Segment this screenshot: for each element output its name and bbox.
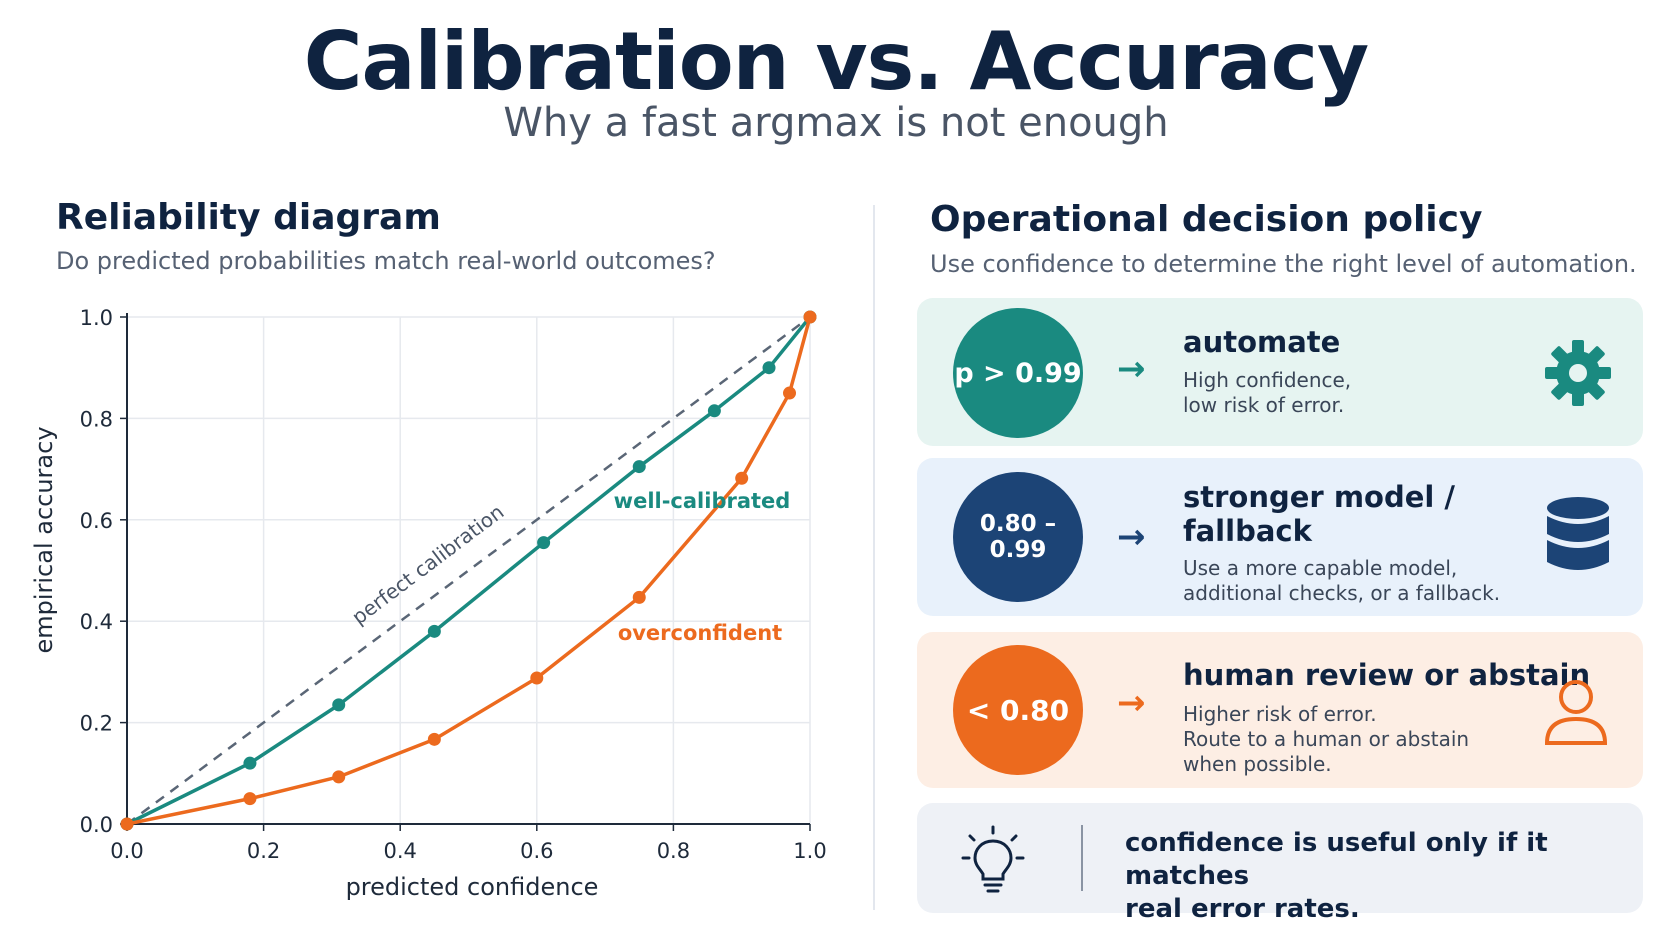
data-point [427,624,441,638]
threshold-badge: 0.80 – 0.99 [953,472,1083,602]
policy-card-human-review: < 0.80 → human review or abstain Higher … [917,632,1643,788]
x-tick-label: 0.8 [657,839,690,863]
card-title: stronger model / fallback [1183,480,1456,548]
card-title: human review or abstain [1183,658,1591,692]
left-panel-heading: Reliability diagram [56,197,441,238]
left-panel-subheading: Do predicted probabilities match real-wo… [56,247,716,275]
database-icon [1547,497,1609,570]
x-tick-label: 0.6 [520,839,553,863]
panel-divider [873,205,875,910]
x-tick-label: 0.4 [383,839,416,863]
arrow-icon: → [1117,517,1146,557]
data-point [332,698,346,712]
data-point [427,732,441,746]
data-point [762,361,776,375]
reliability-chart: 0.0 0.2 0.4 0.6 0.8 1.0 0.0 0.2 0.4 0.6 0.8 1.0 pre… [30,306,827,901]
x-tick-label: 0.2 [247,839,280,863]
note-divider [1081,825,1083,891]
data-point [632,460,646,474]
data-point [243,792,257,806]
chart-grid [127,316,811,824]
x-tick-label: 0.0 [110,839,143,863]
threshold-badge: < 0.80 [953,645,1083,775]
data-point [632,590,646,604]
y-tick-label: 0.0 [80,813,113,837]
x-axis-title: predicted confidence [346,873,599,901]
data-point [530,671,544,685]
card-description: High confidence, low risk of error. [1183,368,1352,417]
series-label-well-calibrated: well-calibrated [614,489,791,513]
policy-card-fallback: 0.80 – 0.99 → stronger model / fallback … [917,458,1643,616]
card-title: automate [1183,325,1341,359]
gear-icon [1545,340,1611,406]
right-panel-subheading: Use confidence to determine the right le… [930,250,1637,278]
arrow-icon: → [1117,349,1146,389]
page-subtitle: Why a fast argmax is not enough [503,100,1169,146]
series-label-overconfident: overconfident [618,621,782,645]
y-tick-label: 0.2 [80,712,113,736]
card-description: Higher risk of error. Route to a human o… [1183,702,1470,776]
data-point [243,756,257,770]
page-title: Calibration vs. Accuracy [303,15,1369,108]
chart-series [120,310,817,831]
note-card: confidence is useful only if it matches … [917,803,1643,924]
data-point [707,404,721,418]
lightbulb-icon [961,825,1025,893]
y-tick-label: 0.8 [80,407,113,431]
data-point [735,471,749,485]
chart-ticks: 0.0 0.2 0.4 0.6 0.8 1.0 0.0 0.2 0.4 0.6 0.8 1.0 [80,306,827,863]
reference-line [126,315,811,826]
y-tick-label: 0.4 [80,610,113,634]
chart-axes [120,313,811,831]
threshold-badge: p > 0.99 [953,308,1083,438]
x-tick-label: 1.0 [793,839,826,863]
data-point [332,770,346,784]
data-point [803,310,817,324]
data-point [537,536,551,550]
data-point [783,386,797,400]
data-point [120,817,134,831]
arrow-icon: → [1117,683,1146,723]
y-tick-label: 0.6 [80,509,113,533]
card-description: Use a more capable model, additional che… [1183,556,1501,605]
y-axis-title: empirical accuracy [30,426,58,653]
note-text: confidence is useful only if it matches … [1125,828,1548,924]
y-tick-label: 1.0 [80,306,113,330]
policy-card-automate: p > 0.99 → automate High confidence, low… [917,298,1643,446]
reference-line-label: perfect calibration [347,500,508,630]
right-panel-heading: Operational decision policy [930,199,1483,240]
person-icon [1544,680,1608,745]
